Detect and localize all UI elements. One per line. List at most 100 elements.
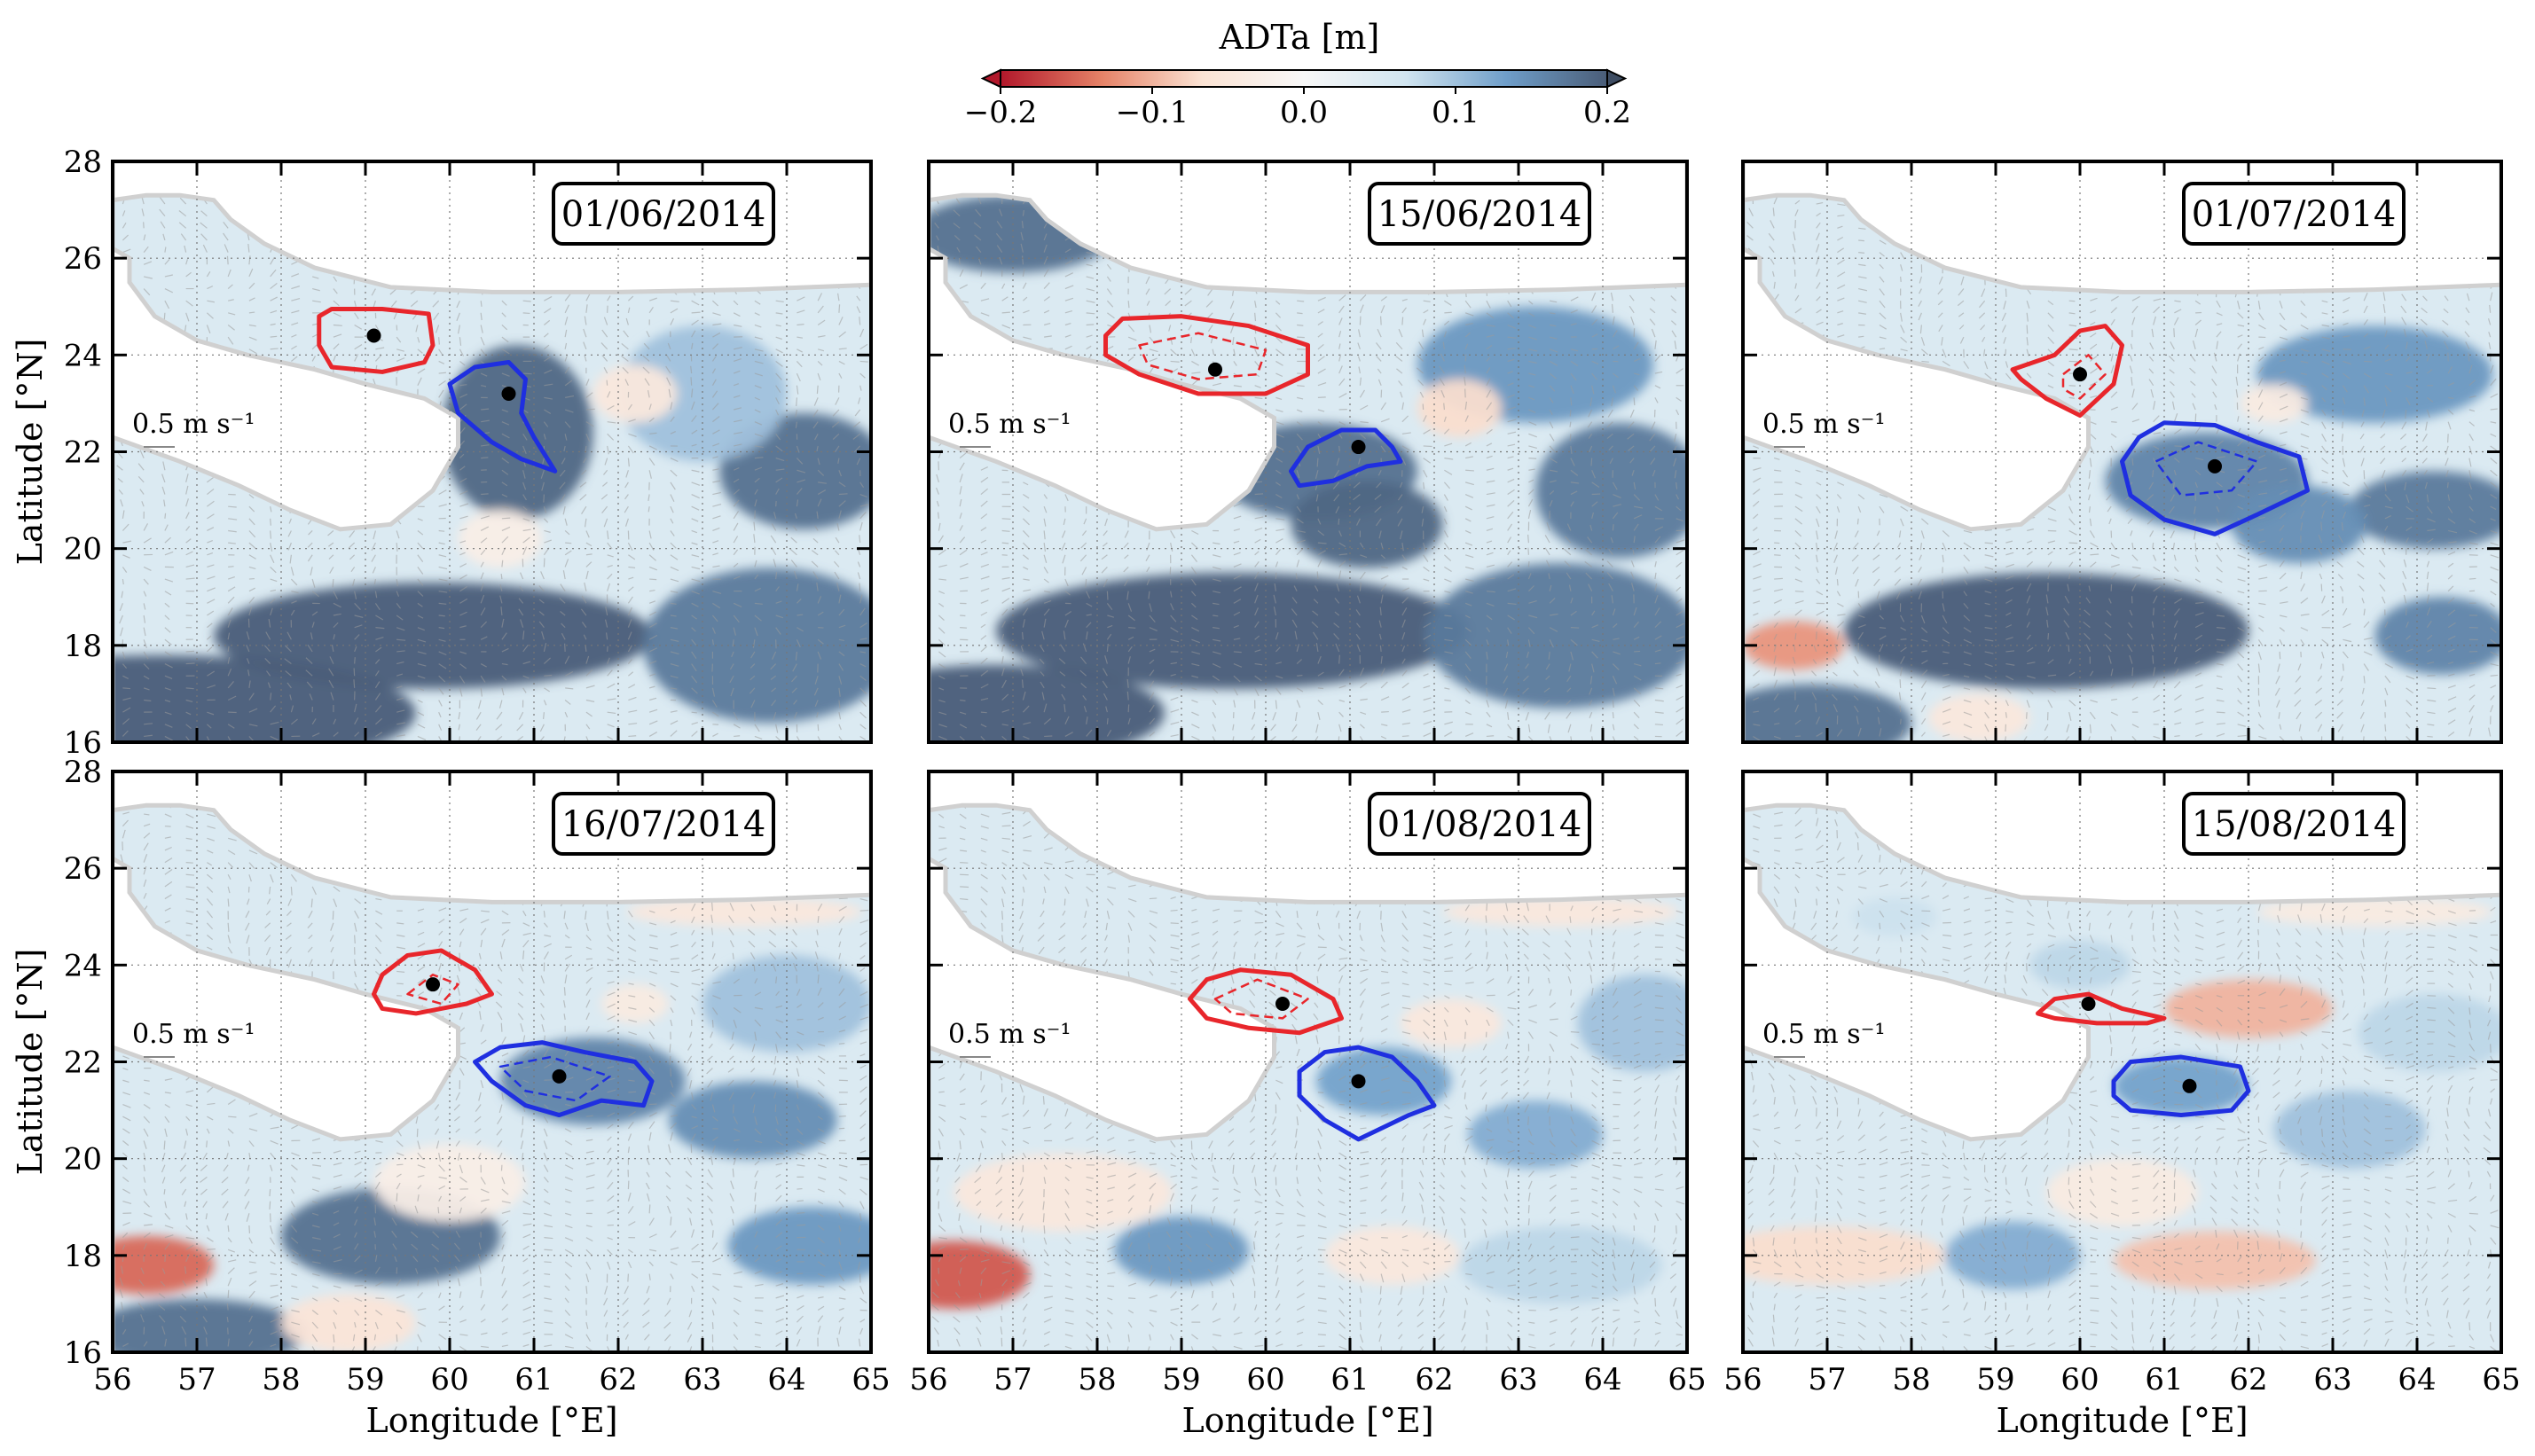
velocity-arrow <box>1296 494 1300 500</box>
velocity-arrow <box>1676 610 1683 616</box>
velocity-arrow <box>628 566 636 568</box>
velocity-arrow <box>2110 572 2117 580</box>
velocity-arrow <box>1549 639 1554 648</box>
velocity-arrow <box>2131 305 2139 314</box>
velocity-arrow <box>2216 687 2224 690</box>
velocity-arrow <box>1753 710 1760 713</box>
velocity-arrow <box>817 319 826 325</box>
velocity-arrow <box>1043 295 1050 301</box>
velocity-arrow <box>1086 300 1095 303</box>
velocity-arrow <box>2257 700 2261 707</box>
velocity-arrow <box>607 724 615 728</box>
velocity-arrow <box>333 300 340 307</box>
velocity-arrow <box>1900 252 1905 260</box>
velocity-arrow <box>1794 209 1799 216</box>
velocity-arrow <box>1212 687 1219 694</box>
velocity-arrow <box>1086 602 1093 607</box>
velocity-arrow <box>2279 467 2288 471</box>
velocity-arrow <box>2110 307 2117 314</box>
velocity-arrow <box>648 647 658 653</box>
velocity-arrow <box>207 488 215 496</box>
velocity-arrow <box>1127 336 1137 341</box>
velocity-arrow <box>1233 361 1237 366</box>
velocity-arrow <box>1633 385 1639 391</box>
velocity-arrow <box>2257 638 2264 646</box>
y-tick-label: 28 <box>64 145 102 180</box>
velocity-arrow <box>1103 578 1108 588</box>
velocity-arrow <box>2257 402 2264 411</box>
velocity-arrow <box>228 542 236 544</box>
velocity-arrow <box>1507 561 1513 568</box>
velocity-arrow <box>185 498 189 507</box>
velocity-arrow <box>1376 481 1382 489</box>
velocity-arrow <box>2315 687 2323 694</box>
velocity-arrow <box>480 372 488 377</box>
velocity-arrow <box>1774 577 1783 580</box>
velocity-arrow <box>1919 288 1922 294</box>
velocity-arrow <box>1064 260 1072 265</box>
velocity-arrow <box>1773 197 1778 205</box>
velocity-arrow <box>604 458 608 466</box>
velocity-arrow <box>206 635 212 640</box>
velocity-arrow <box>1317 333 1323 338</box>
velocity-arrow <box>2340 676 2343 682</box>
velocity-arrow <box>2321 312 2328 315</box>
velocity-arrow <box>1275 561 1279 568</box>
velocity-arrow <box>1613 638 1620 640</box>
velocity-arrow <box>2277 663 2280 672</box>
velocity-arrow <box>691 300 700 306</box>
velocity-arrow <box>1837 247 1845 254</box>
velocity-arrow <box>1770 220 1775 229</box>
velocity-arrow <box>835 536 840 544</box>
velocity-arrow <box>1982 336 1986 342</box>
velocity-arrow <box>1338 530 1342 536</box>
velocity-arrow <box>329 656 334 664</box>
velocity-arrow <box>1816 619 1822 628</box>
velocity-arrow <box>2129 355 2133 362</box>
velocity-arrow <box>1359 542 1364 548</box>
velocity-arrow <box>1275 687 1282 695</box>
velocity-arrow <box>307 644 313 653</box>
velocity-arrow <box>1464 700 1471 704</box>
velocity-arrow <box>2216 440 2224 447</box>
velocity-arrow <box>371 288 376 296</box>
velocity-arrow <box>2153 458 2156 464</box>
velocity-arrow <box>286 631 292 640</box>
velocity-arrow <box>1043 322 1051 326</box>
velocity-arrow <box>859 317 861 325</box>
velocity-arrow <box>1875 694 1880 701</box>
velocity-arrow <box>1876 530 1880 536</box>
velocity-arrow <box>1273 607 1276 616</box>
velocity-arrow <box>2044 724 2049 732</box>
velocity-arrow <box>1106 276 1111 282</box>
velocity-arrow <box>122 510 125 519</box>
velocity-arrow <box>2174 708 2183 713</box>
velocity-arrow <box>164 274 173 278</box>
velocity-arrow <box>518 608 524 616</box>
velocity-arrow <box>2280 359 2286 363</box>
velocity-arrow <box>712 312 721 317</box>
velocity-arrow <box>1507 588 1517 592</box>
velocity-arrow <box>438 638 446 642</box>
velocity-arrow <box>1001 735 1007 741</box>
velocity-arrow <box>1377 368 1382 374</box>
velocity-arrow <box>1464 651 1472 659</box>
velocity-arrow <box>248 596 255 604</box>
velocity-arrow <box>1549 584 1552 591</box>
velocity-arrow <box>712 602 721 609</box>
velocity-arrow <box>712 416 720 423</box>
velocity-arrow <box>2110 445 2115 453</box>
velocity-arrow <box>1654 572 1657 580</box>
velocity-arrow <box>185 699 193 702</box>
velocity-arrow <box>1546 522 1550 531</box>
y-tick-label: 16 <box>64 725 102 761</box>
velocity-arrow <box>775 336 782 341</box>
velocity-arrow <box>564 559 569 568</box>
velocity-arrow <box>2026 560 2034 568</box>
velocity-arrow <box>1401 543 1404 552</box>
velocity-arrow <box>2300 385 2307 387</box>
velocity-arrow <box>749 687 756 694</box>
velocity-arrow <box>2047 372 2054 378</box>
velocity-arrow <box>1275 312 1282 318</box>
velocity-arrow <box>265 631 271 640</box>
